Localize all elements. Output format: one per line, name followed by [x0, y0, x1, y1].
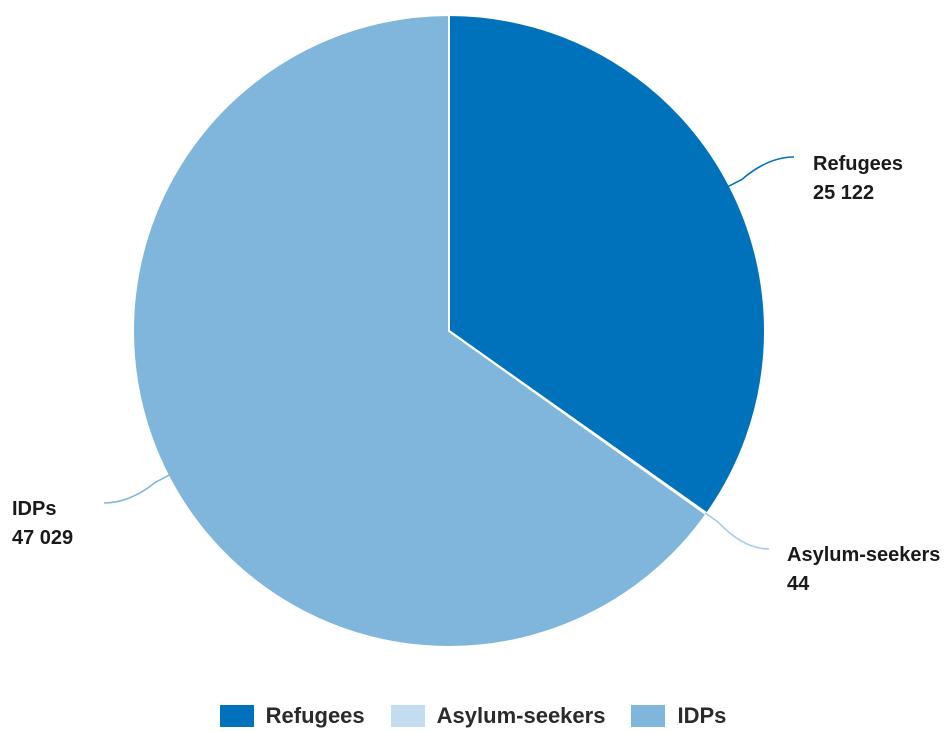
legend-label-asylum-seekers: Asylum-seekers: [436, 703, 606, 728]
legend-label-refugees: Refugees: [265, 703, 365, 728]
slice-label-refugees: Refugees: [813, 153, 903, 175]
legend-item-idps: IDPs: [631, 703, 726, 729]
legend-swatch-idps: [631, 705, 666, 727]
leader-line-refugees: [727, 156, 795, 188]
legend-label-idps: IDPs: [677, 703, 727, 728]
leader-line-idps: [103, 474, 171, 504]
legend-swatch-asylum-seekers: [390, 705, 425, 727]
leader-line-asylum-seekers: [704, 512, 770, 550]
slice-value-refugees: 25 122: [813, 182, 874, 204]
slice-value-idps: 47 029: [12, 527, 73, 549]
legend-item-asylum-seekers: Asylum-seekers: [390, 703, 606, 729]
legend-swatch-refugees: [219, 705, 254, 727]
slice-value-asylum-seekers: 44: [787, 573, 810, 595]
slice-label-idps: IDPs: [12, 498, 56, 520]
legend-item-refugees: Refugees: [219, 703, 365, 729]
legend: Refugees Asylum-seekers IDPs: [0, 700, 946, 732]
slice-label-asylum-seekers: Asylum-seekers: [787, 544, 940, 566]
pie-svg: Refugees 25 122 Asylum-seekers 44 IDPs 47 029: [12, 14, 940, 648]
